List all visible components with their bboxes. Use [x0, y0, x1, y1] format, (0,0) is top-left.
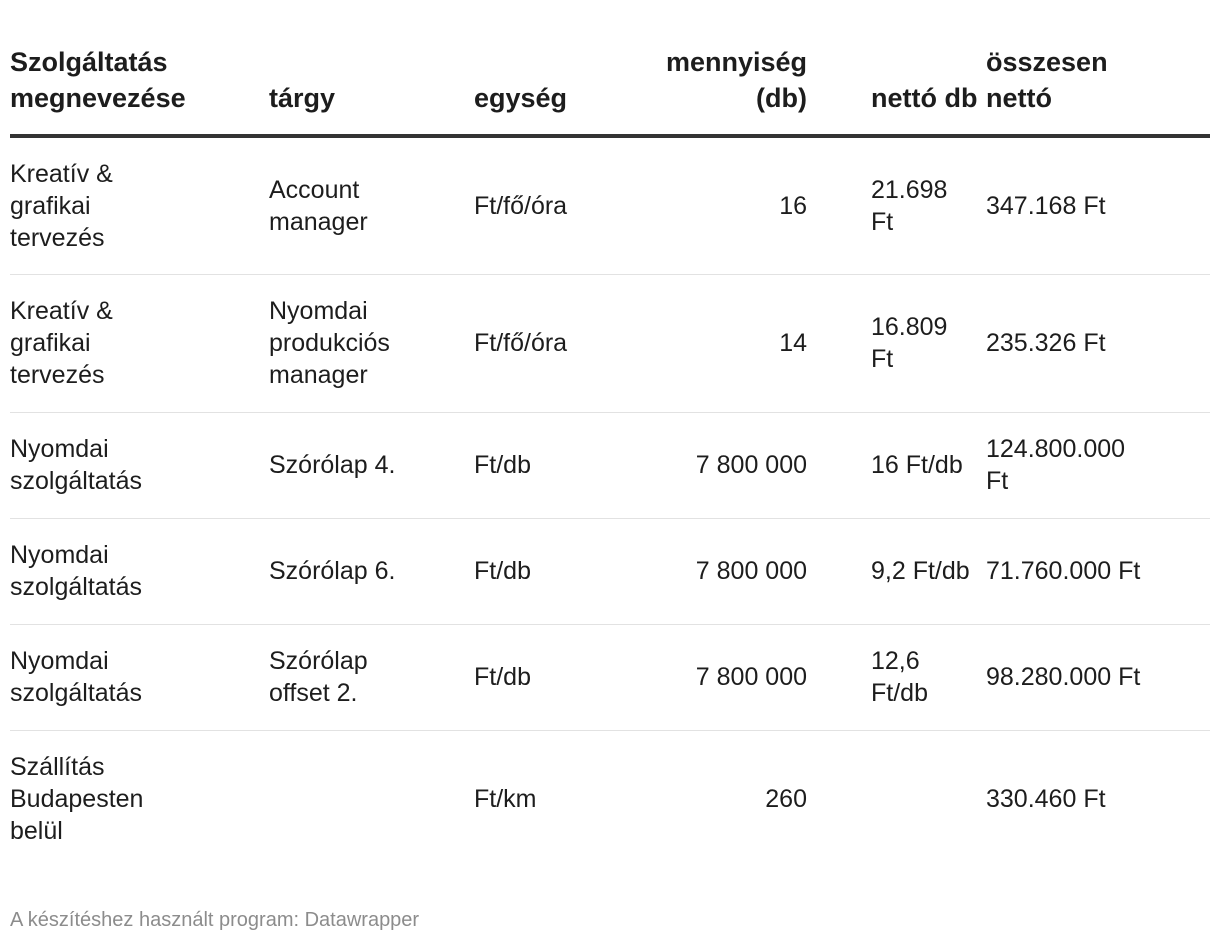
- table-header: Szolgáltatás megnevezése tárgy egység me…: [10, 44, 1210, 138]
- cell-service: Szállítás Budapesten belül: [10, 730, 269, 868]
- cell-net-unit: 16.809 Ft: [807, 274, 986, 413]
- cell-service: Kreatív & grafikai tervezés: [10, 274, 269, 413]
- cell-unit-text: Ft/fő/óra: [474, 329, 568, 357]
- data-table-container: Szolgáltatás megnevezése tárgy egység me…: [10, 44, 1210, 868]
- cell-unit-text: Ft/db: [474, 663, 531, 691]
- table-body: Kreatív & grafikai tervezés Account manag…: [10, 136, 1210, 868]
- cell-total-net: 124.800.000 Ft: [986, 412, 1210, 519]
- column-header-unit: egység: [474, 44, 624, 138]
- cell-service-text: Kreatív & grafikai tervezés: [10, 297, 113, 389]
- cell-net-unit-text: 9,2 Ft/db: [871, 557, 970, 585]
- table-row: Kreatív & grafikai tervezés Account manag…: [10, 136, 1210, 275]
- table-row: Nyomdai szolgáltatás Szórólap 6. Ft/db 7 80…: [10, 518, 1210, 625]
- cell-unit: Ft/fő/óra: [474, 274, 624, 413]
- cell-unit-text: Ft/db: [474, 557, 531, 585]
- cell-subject-text: Account manager: [269, 175, 368, 236]
- cell-service: Kreatív & grafikai tervezés: [10, 136, 269, 275]
- column-header-service: Szolgáltatás megnevezése: [10, 44, 269, 138]
- column-header-subject: tárgy: [269, 44, 474, 138]
- cell-quantity: 260: [624, 730, 807, 868]
- cell-subject-text: Szórólap 6.: [269, 557, 396, 585]
- cell-subject: Account manager: [269, 136, 474, 275]
- cell-net-unit: 9,2 Ft/db: [807, 518, 986, 625]
- cell-total-net: 330.460 Ft: [986, 730, 1210, 868]
- cell-subject: [269, 730, 474, 868]
- cell-subject: Szórólap 6.: [269, 518, 474, 625]
- cell-total-net-text: 124.800.000 Ft: [986, 435, 1126, 495]
- cell-total-net: 347.168 Ft: [986, 136, 1210, 275]
- cell-service-text: Nyomdai szolgáltatás: [10, 435, 143, 495]
- cell-total-net-text: 98.280.000 Ft: [986, 663, 1141, 691]
- cell-service: Nyomdai szolgáltatás: [10, 518, 269, 625]
- cell-service-text: Nyomdai szolgáltatás: [10, 647, 143, 707]
- cell-net-unit-text: 16.809 Ft: [871, 313, 948, 373]
- cell-quantity-text: 260: [765, 785, 807, 814]
- cell-quantity-text: 14: [779, 329, 807, 357]
- cell-quantity-text: 7 800 000: [695, 663, 807, 691]
- cell-net-unit-text: 21.698 Ft: [871, 175, 948, 236]
- cell-quantity: 16: [624, 136, 807, 275]
- cell-net-unit: [807, 730, 986, 868]
- cell-subject-text: Szórólap offset 2.: [269, 647, 368, 707]
- table-row: Kreatív & grafikai tervezés Nyomdai produ…: [10, 274, 1210, 413]
- cell-net-unit: 21.698 Ft: [807, 136, 986, 275]
- cell-unit: Ft/db: [474, 412, 624, 519]
- cell-subject: Szórólap 4.: [269, 412, 474, 519]
- cell-unit: Ft/fő/óra: [474, 136, 624, 275]
- cell-service-text: Nyomdai szolgáltatás: [10, 541, 143, 601]
- table-row: Nyomdai szolgáltatás Szórólap offset 2. Ft…: [10, 624, 1210, 731]
- cell-net-unit-text: 16 Ft/db: [871, 451, 963, 479]
- cell-unit-text: Ft/fő/óra: [474, 191, 568, 220]
- table-row: Szállítás Budapesten belül Ft/km 260 330.46…: [10, 730, 1210, 868]
- cell-service: Nyomdai szolgáltatás: [10, 412, 269, 519]
- column-header-total-net: összesen nettó: [986, 44, 1210, 138]
- cell-subject-text: Szórólap 4.: [269, 451, 396, 479]
- cell-total-net: 71.760.000 Ft: [986, 518, 1210, 625]
- cell-quantity: 7 800 000: [624, 624, 807, 731]
- column-header-net-unit: nettó db: [807, 44, 986, 138]
- cell-net-unit: 12,6 Ft/db: [807, 624, 986, 731]
- cell-subject: Nyomdai produkciós manager: [269, 274, 474, 413]
- cell-total-net-text: 71.760.000 Ft: [986, 557, 1141, 585]
- cell-quantity: 14: [624, 274, 807, 413]
- cell-service-text: Szállítás Budapesten belül: [10, 753, 144, 846]
- cell-quantity: 7 800 000: [624, 412, 807, 519]
- cell-unit-text: Ft/km: [474, 785, 537, 814]
- cell-unit-text: Ft/db: [474, 451, 531, 479]
- cell-quantity: 7 800 000: [624, 518, 807, 625]
- cell-total-net: 98.280.000 Ft: [986, 624, 1210, 731]
- cell-quantity-text: 7 800 000: [695, 557, 807, 585]
- cell-total-net-text: 347.168 Ft: [986, 191, 1106, 220]
- source-credit: A készítéshez használt program: Datawrap…: [10, 909, 420, 931]
- cell-net-unit: 16 Ft/db: [807, 412, 986, 519]
- cell-quantity-text: 16: [779, 191, 807, 220]
- cell-quantity-text: 7 800 000: [695, 451, 807, 479]
- cell-service: Nyomdai szolgáltatás: [10, 624, 269, 731]
- data-table: Szolgáltatás megnevezése tárgy egység me…: [10, 44, 1210, 868]
- cell-total-net-text: 235.326 Ft: [986, 329, 1106, 357]
- header-row: Szolgáltatás megnevezése tárgy egység me…: [10, 44, 1210, 138]
- cell-subject: Szórólap offset 2.: [269, 624, 474, 731]
- cell-unit: Ft/db: [474, 624, 624, 731]
- cell-total-net-text: 330.460 Ft: [986, 785, 1106, 814]
- column-header-quantity: mennyiség (db): [624, 44, 807, 138]
- table-row: Nyomdai szolgáltatás Szórólap 4. Ft/db 7 80…: [10, 412, 1210, 519]
- cell-total-net: 235.326 Ft: [986, 274, 1210, 413]
- cell-subject-text: Nyomdai produkciós manager: [269, 297, 390, 389]
- cell-service-text: Kreatív & grafikai tervezés: [10, 159, 113, 252]
- cell-unit: Ft/km: [474, 730, 624, 868]
- cell-net-unit-text: 12,6 Ft/db: [871, 647, 928, 707]
- cell-unit: Ft/db: [474, 518, 624, 625]
